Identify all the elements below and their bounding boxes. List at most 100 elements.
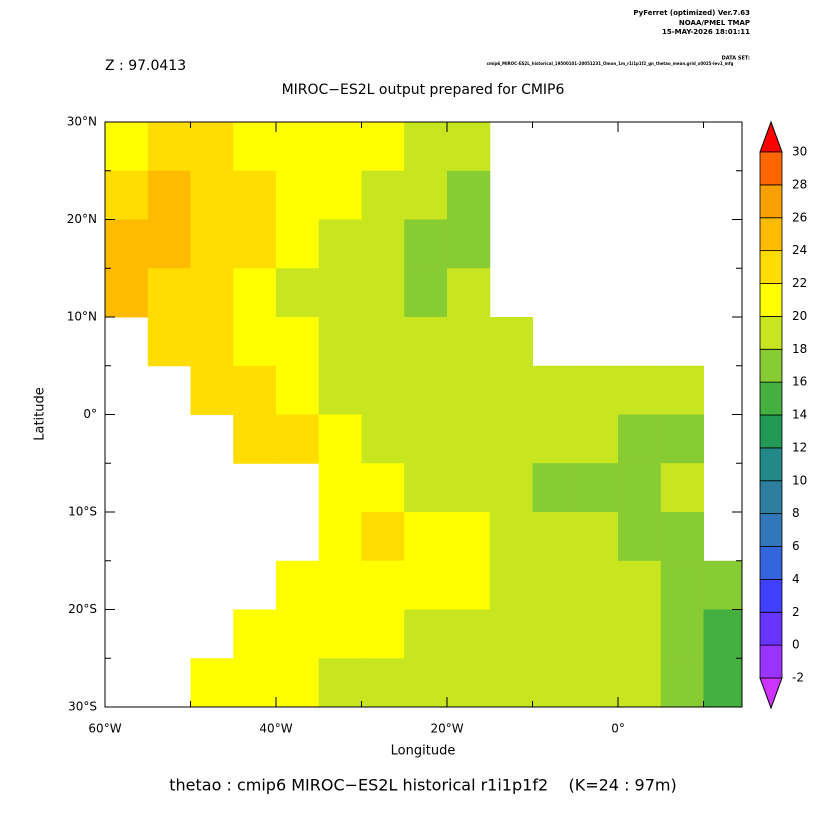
cell (489, 560, 534, 610)
cell (190, 122, 234, 172)
cell (660, 512, 705, 562)
cell (233, 658, 277, 707)
cell (233, 170, 277, 220)
cell (447, 170, 491, 220)
colorbar-band (759, 578, 783, 613)
colorbar-label: -2 (792, 671, 804, 685)
cell (489, 658, 534, 707)
chart-title: MIROC−ES2L output prepared for CMIP6 (282, 82, 565, 98)
y-tick-label: 30°N (67, 115, 97, 129)
annotation: NOAA/PMEL TMAP (679, 19, 750, 27)
cell (361, 463, 405, 513)
cell (532, 365, 576, 415)
cell (404, 219, 448, 269)
cell (318, 219, 363, 269)
cell (190, 365, 234, 415)
colorbar-label: 12 (792, 440, 807, 454)
cell (147, 219, 192, 269)
cell (447, 658, 491, 707)
caption: thetao : cmip6 MIROC−ES2L historical r1i… (169, 776, 676, 795)
cell (233, 317, 277, 367)
x-tick-label: 60°W (88, 722, 121, 736)
cell (105, 170, 149, 220)
y-tick-label: 10°S (68, 505, 97, 519)
cell (361, 512, 405, 562)
cell (361, 609, 405, 659)
y-tick-label: 10°N (67, 310, 97, 324)
cell (447, 560, 491, 610)
cell (190, 268, 234, 318)
cell (447, 268, 491, 318)
cell (660, 414, 705, 464)
field (105, 122, 742, 707)
y-tick-label: 0° (83, 407, 97, 421)
cell (361, 170, 405, 220)
y-axis-label: Latitude (33, 387, 48, 441)
cell (575, 414, 619, 464)
cell (618, 463, 662, 513)
cell (532, 414, 576, 464)
colorbar-label: 2 (792, 605, 800, 619)
cell (361, 365, 405, 415)
cell (618, 512, 662, 562)
colorbar-label: 30 (792, 145, 807, 159)
cell (105, 268, 149, 318)
colorbar-label: 16 (792, 375, 807, 389)
cell (404, 560, 448, 610)
annotation: 15-MAY-2026 18:01:11 (662, 28, 750, 36)
colorbar-label: 22 (792, 276, 807, 290)
cell (361, 414, 405, 464)
y-tick-label: 20°S (68, 602, 97, 616)
cell (318, 365, 363, 415)
cell (618, 658, 662, 707)
dataset-label: DATA SET: (722, 56, 750, 62)
cell (147, 268, 192, 318)
cell (190, 219, 234, 269)
cell (361, 219, 405, 269)
cell (105, 122, 149, 172)
cell (575, 560, 619, 610)
x-axis-label: Longitude (391, 744, 456, 759)
cell (532, 463, 576, 513)
colorbar-label: 6 (792, 539, 800, 553)
colorbar-label: 28 (792, 177, 807, 191)
cell (575, 365, 619, 415)
cell (233, 268, 277, 318)
colorbar-triangle (759, 120, 783, 153)
cell (575, 658, 619, 707)
cell (318, 414, 363, 464)
cell (361, 122, 405, 172)
cell (447, 122, 491, 172)
cell (361, 268, 405, 318)
cell (361, 317, 405, 367)
cell (147, 317, 192, 367)
cell (618, 414, 662, 464)
cell (233, 122, 277, 172)
cell (489, 317, 534, 367)
colorbar-band (759, 348, 783, 383)
colorbar-label: 0 (792, 638, 800, 652)
cell (404, 365, 448, 415)
cell (276, 365, 320, 415)
cell (404, 512, 448, 562)
cell (703, 609, 742, 659)
cell (489, 365, 534, 415)
cell (318, 122, 363, 172)
colorbar-label: 14 (792, 408, 807, 422)
cell (276, 268, 320, 318)
cell (276, 122, 320, 172)
cell (233, 609, 277, 659)
colorbar-band (759, 184, 783, 219)
z-label: Z : 97.0413 (105, 58, 186, 74)
colorbar-label: 24 (792, 243, 807, 257)
colorbar-band (759, 644, 783, 679)
cell (276, 170, 320, 220)
cell (447, 512, 491, 562)
colorbar-triangle (759, 677, 783, 710)
cell (404, 170, 448, 220)
cell (318, 317, 363, 367)
cell (233, 219, 277, 269)
cell (703, 658, 742, 707)
cell (660, 463, 705, 513)
